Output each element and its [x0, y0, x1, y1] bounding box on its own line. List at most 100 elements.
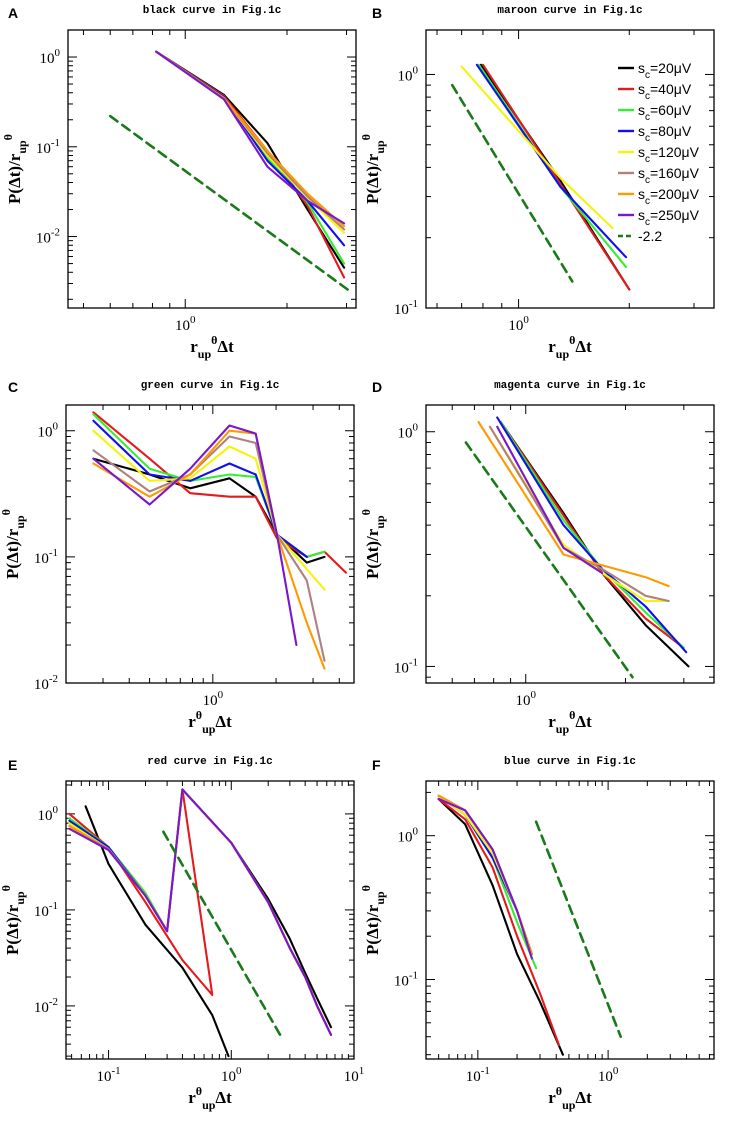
series-line-s-c-250-v	[92, 424, 298, 647]
series-group	[92, 411, 347, 670]
x-tick-label: 100	[203, 689, 224, 709]
series-line-s-c-20-v	[92, 457, 326, 564]
series-line-s-c-160-v	[92, 435, 326, 662]
x-axis-label: rθupΔt	[188, 708, 232, 736]
x-tick-label: 100	[508, 314, 529, 334]
y-tick-label: 10-1	[34, 547, 58, 567]
series-line-s-c-40-v	[499, 420, 685, 649]
series-line-s-c-250-v	[437, 797, 533, 960]
panel-title: magenta curve in Fig.1c	[494, 380, 646, 392]
y-axis-label: P(Δt)/rupθ	[0, 885, 27, 955]
y-axis-label: P(Δt)/rupθ	[359, 134, 387, 204]
y-tick-label: 10-1	[394, 298, 418, 318]
y-tick-label: 100	[40, 47, 61, 67]
series-line-s-c-160-v	[488, 425, 670, 603]
x-axis-label: rupθΔt	[548, 708, 592, 736]
series-line-s-c-160-v	[437, 794, 533, 956]
series-line--2-2	[108, 114, 353, 294]
series-line-s-c-80-v	[92, 419, 308, 558]
legend-label: sc=40μV	[638, 81, 692, 102]
y-tick-label: 100	[38, 804, 59, 824]
x-tick-label: 100	[221, 1065, 242, 1085]
series-line-s-c-80-v	[475, 63, 628, 259]
axis-ticks	[68, 29, 356, 308]
x-tick-label: 100	[175, 314, 196, 334]
series-line-s-c-120-v	[488, 425, 670, 603]
y-axis-label: P(Δt)/rupθ	[359, 885, 387, 955]
series-line-s-c-200-v	[477, 420, 670, 588]
axis-ticks	[425, 781, 714, 1059]
panel-letter: E	[8, 757, 17, 773]
x-tick-label: 100	[598, 1065, 619, 1085]
series-line-s-c-40-v	[68, 788, 333, 1036]
series-line-s-c-250-v	[155, 50, 346, 225]
series-line-s-c-40-v	[481, 63, 631, 291]
y-tick-label: 10-1	[394, 656, 418, 676]
legend-label: sc=60μV	[638, 102, 692, 123]
axis-ticks	[65, 405, 354, 684]
legend-label: sc=20μV	[638, 60, 692, 81]
legend-label: sc=80μV	[638, 123, 692, 144]
y-tick-label: 10-2	[34, 996, 58, 1016]
panel-title: green curve in Fig.1c	[141, 380, 280, 392]
legend: sc=20μVsc=40μVsc=60μVsc=80μVsc=120μVsc=1…	[618, 60, 700, 244]
series-line-s-c-20-v	[437, 797, 564, 1056]
y-axis-label: P(Δt)/rupθ	[0, 509, 27, 579]
legend-label: sc=160μV	[638, 165, 700, 186]
panel-letter: F	[372, 757, 381, 773]
y-tick-label: 100	[38, 421, 59, 441]
legend-label: -2.2	[638, 228, 662, 244]
series-line-s-c-60-v	[437, 794, 538, 970]
legend-label: sc=250μV	[638, 207, 700, 228]
series-group	[450, 63, 631, 291]
series-line--2-2	[534, 820, 622, 1038]
plot-frame	[65, 780, 355, 1060]
y-tick-label: 10-1	[394, 969, 418, 989]
series-line--2-2	[162, 830, 282, 1037]
y-axis-label: P(Δt)/rupθ	[359, 509, 387, 579]
plot-frame	[425, 780, 715, 1060]
series-line-s-c-80-v	[496, 416, 688, 654]
plot-frame	[65, 404, 355, 684]
series-line-s-c-250-v	[68, 788, 333, 1036]
panel-letter: A	[8, 5, 18, 21]
x-axis-label: rupθΔt	[548, 333, 592, 361]
y-tick-label: 10-2	[36, 227, 60, 247]
panel-title: blue curve in Fig.1c	[504, 756, 636, 768]
panel-letter: C	[8, 379, 18, 395]
x-tick-label: 10-1	[466, 1065, 490, 1085]
y-tick-label: 10-1	[34, 900, 58, 920]
y-tick-label: 10-1	[36, 137, 60, 157]
series-line-s-c-20-v	[84, 805, 333, 1058]
series-line--2-2	[464, 441, 634, 679]
series-line-s-c-40-v	[437, 797, 561, 1047]
x-axis-label: rθupΔt	[188, 1084, 232, 1112]
series-group	[464, 416, 690, 679]
series-group	[108, 50, 353, 294]
x-axis-label: rθupΔt	[548, 1084, 592, 1112]
x-tick-label: 10-1	[96, 1065, 120, 1085]
y-tick-label: 10-2	[34, 673, 58, 693]
series-line-s-c-200-v	[437, 794, 533, 956]
series-line-s-c-200-v	[92, 429, 326, 670]
axis-ticks	[66, 781, 355, 1059]
series-group	[68, 788, 333, 1058]
panel-title: red curve in Fig.1c	[147, 756, 272, 768]
plot-frame	[425, 404, 715, 684]
plot-frame	[67, 29, 357, 309]
y-tick-label: 100	[398, 826, 419, 846]
plot-frame	[425, 29, 715, 309]
series-line-s-c-120-v	[437, 794, 533, 956]
series-line-s-c-120-v	[460, 65, 614, 230]
x-axis-label: rupθΔt	[190, 333, 234, 361]
series-line-s-c-60-v	[499, 420, 685, 649]
y-tick-label: 100	[398, 64, 419, 84]
series-group	[437, 794, 622, 1056]
